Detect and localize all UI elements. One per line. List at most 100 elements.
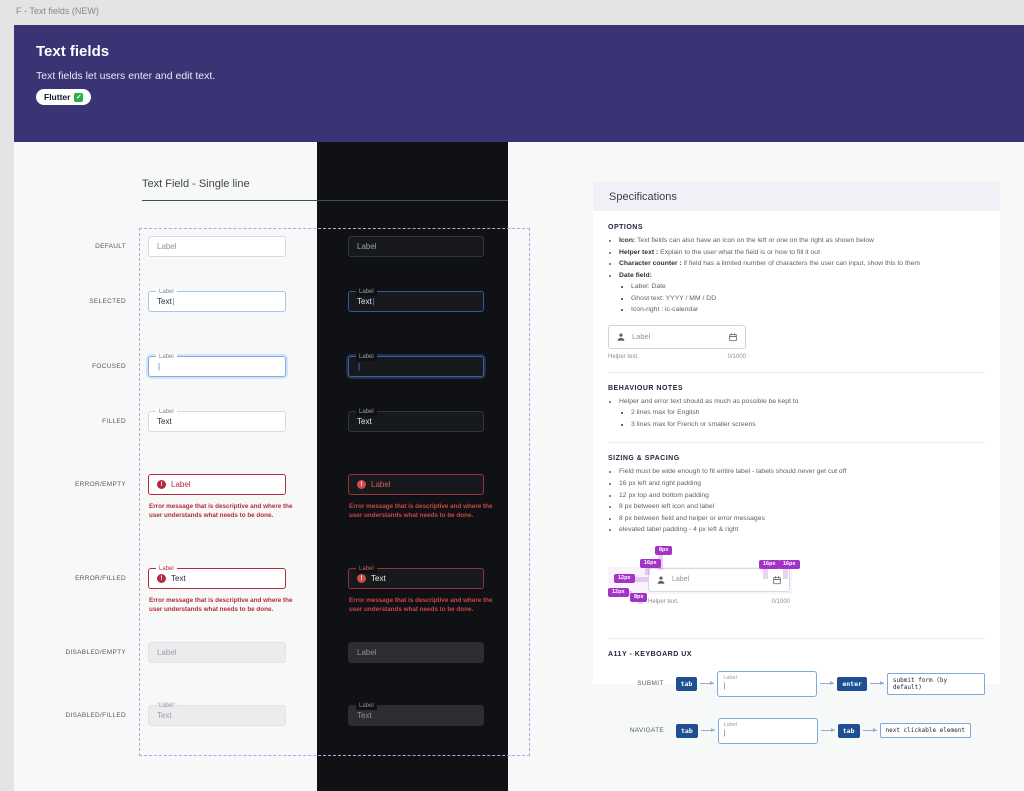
error-icon: ! (157, 574, 166, 583)
textfield-error-empty-light[interactable]: ! Label Error message that is descriptiv… (148, 474, 292, 519)
textfield-selected-light[interactable]: Label Text | (148, 288, 286, 312)
date-field-sublist: Label: Date Ghost text: YYYY / MM / DD I… (619, 281, 985, 316)
textfield-disabled-empty-dark: Label (348, 642, 484, 663)
measurement-tag: 12px (614, 573, 635, 584)
list-item: Helper text : Explain to the user what t… (619, 247, 985, 259)
error-message: Error message that is descriptive and wh… (349, 503, 493, 520)
text-cursor: | (723, 729, 726, 737)
list-item: Field must be wide enough to fit entire … (619, 466, 985, 478)
field-value: Text (357, 297, 372, 306)
error-message: Error message that is descriptive and wh… (149, 597, 293, 614)
textfield-disabled-empty-light: Label (148, 642, 286, 663)
enter-key: enter (837, 676, 867, 691)
floating-label: Label (356, 702, 377, 710)
flutter-badge[interactable]: Flutter ✓ (36, 89, 92, 105)
diagram-meta: Helper text. 0/1000 (648, 599, 790, 605)
measurement-tag: 16px (759, 559, 780, 570)
text-cursor: | (158, 362, 161, 371)
error-icon: ! (357, 480, 366, 489)
measurement-tag: 12px (608, 587, 629, 598)
arrow-connector (700, 728, 715, 733)
example-meta: Helper text. 0/1000 (608, 354, 746, 360)
state-label: ERROR/EMPTY (75, 481, 126, 488)
spacing-diagram: 8px 16px 12px 12px 8px 16px 16px Label H… (608, 545, 985, 626)
person-icon (657, 576, 665, 584)
check-icon: ✓ (74, 92, 84, 102)
field-value: Text (157, 417, 172, 426)
field-value: Text (171, 574, 186, 583)
list-item: Date field: Label: Date Ghost text: YYYY… (619, 270, 985, 316)
tab-key: tab (837, 723, 860, 738)
state-label: DEFAULT (95, 243, 126, 250)
textfield-filled-dark[interactable]: Label Text (348, 408, 484, 432)
list-item: Character counter : if field has a limit… (619, 258, 985, 270)
textfield-error-filled-light[interactable]: Label ! Text Error message that is descr… (148, 565, 292, 613)
field-label: Label (723, 721, 738, 728)
keyboard-textfield: Label | (717, 670, 818, 697)
person-icon (617, 333, 625, 341)
page-title: Text fields (36, 43, 110, 60)
textfield-default-dark[interactable]: Label (348, 236, 484, 257)
field-value: Text (157, 711, 172, 720)
character-counter: 0/1000 (727, 353, 746, 360)
measurement-tag: 16px (779, 559, 800, 570)
a11y-submit-row: SUBMIT tab Label | enter submit form (by… (608, 670, 985, 697)
text-cursor: | (723, 682, 726, 690)
field-label: Label (672, 576, 690, 584)
text-cursor: | (358, 362, 361, 371)
row-label: NAVIGATE (629, 727, 664, 735)
a11y-heading: A11Y - KEYBOARD UX (608, 650, 692, 658)
keyboard-textfield: Label | (717, 717, 818, 744)
options-heading: OPTIONS (608, 224, 644, 231)
options-list: Icon: Text fields can also have an icon … (608, 235, 985, 316)
behaviour-list: Helper and error text should as much as … (608, 396, 985, 431)
state-label: SELECTED (89, 298, 126, 305)
page-subtitle: Text fields let users enter and edit tex… (36, 70, 216, 82)
list-item: Ghost text: YYYY / MM / DD (631, 293, 985, 305)
error-icon: ! (157, 480, 166, 489)
floating-label: Label (156, 353, 177, 361)
divider (608, 371, 985, 373)
state-label: FILLED (102, 418, 126, 425)
example-textfield[interactable]: Label (608, 324, 746, 349)
error-message: Error message that is descriptive and wh… (149, 503, 293, 520)
field-label: Label (171, 480, 191, 489)
textfield-focused-light[interactable]: Label | (148, 353, 286, 377)
measurement-tag: 16px (640, 558, 661, 569)
result-box: submit form (by default) (886, 672, 985, 695)
floating-label: Label (356, 408, 377, 416)
field-label: Label (357, 648, 377, 657)
list-item: elevated label padding - 4 px left & rig… (619, 524, 985, 536)
row-label: SUBMIT (637, 680, 664, 688)
sizing-list: Field must be wide enough to fit entire … (608, 466, 985, 535)
textfield-error-empty-dark[interactable]: ! Label Error message that is descriptiv… (348, 474, 492, 519)
flutter-badge-label: Flutter (44, 92, 71, 102)
a11y-navigate-row: NAVIGATE tab Label | tab next clickable … (608, 717, 985, 744)
field-label: Label (723, 674, 737, 681)
textfield-filled-light[interactable]: Label Text (148, 408, 286, 432)
arrow-connector (869, 681, 884, 686)
result-box: next clickable element (879, 723, 971, 739)
spacing-bar (645, 566, 650, 575)
sizing-heading: SIZING & SPACING (608, 455, 680, 463)
state-label: DISABLED/EMPTY (65, 649, 126, 656)
textfield-disabled-filled-light: Label Text (148, 702, 286, 726)
helper-text: Helper text. (608, 353, 639, 360)
textfield-error-filled-dark[interactable]: Label ! Text Error message that is descr… (348, 565, 492, 613)
floating-label: Label (356, 353, 377, 361)
header-banner: Text fields Text fields let users enter … (14, 25, 1024, 142)
divider (608, 637, 985, 639)
measurement-tag: 8px (630, 592, 648, 603)
state-label: ERROR/FILLED (75, 575, 126, 582)
tab-key: tab (676, 723, 698, 738)
textfield-default-light[interactable]: Label (148, 236, 286, 257)
arrow-connector (700, 681, 715, 686)
tab-key: tab (675, 676, 698, 691)
textfield-focused-dark[interactable]: Label | (348, 353, 484, 377)
list-item: 8 px between field and helper or error m… (619, 513, 985, 525)
calendar-icon (729, 333, 737, 341)
section-heading-rule (142, 200, 508, 201)
field-label: Label (157, 648, 177, 657)
textfield-selected-dark[interactable]: Label Text | (348, 288, 484, 312)
diagram-textfield: Label (648, 567, 790, 592)
